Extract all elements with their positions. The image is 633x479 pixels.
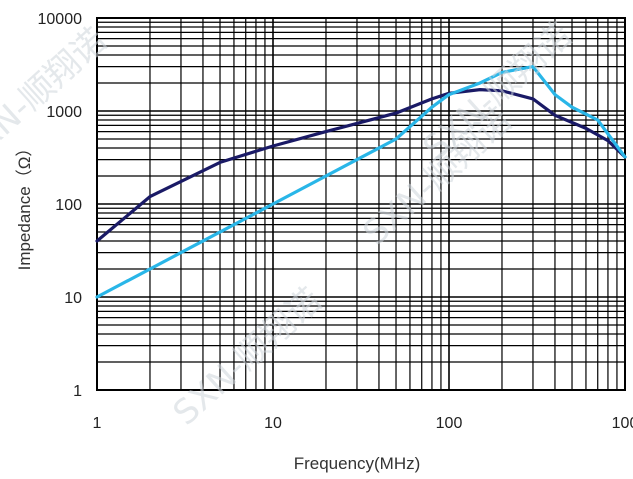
- x-tick-label: 100: [612, 415, 633, 432]
- x-tick-label: 1: [93, 415, 102, 432]
- watermark-text: SXN-顺翔诺: [166, 280, 330, 433]
- y-tick-label: 1000: [46, 104, 82, 121]
- plot-frame: [96, 17, 626, 391]
- x-tick-labels: 1 10 100 100: [93, 415, 633, 432]
- x-tick-label: 10: [264, 415, 282, 432]
- series-line-2: [95, 64, 627, 299]
- y-tick-label: 100: [55, 197, 82, 214]
- series-lines: [95, 64, 627, 299]
- plot-border: [96, 17, 626, 391]
- y-tick-labels: 1 10 100 1000 10000: [38, 11, 83, 400]
- y-axis-label: Impedance（Ω）: [15, 140, 34, 271]
- y-tick-label: 10: [64, 290, 82, 307]
- x-axis-label: Frequency(MHz): [294, 454, 421, 473]
- x-tick-label: 100: [436, 415, 463, 432]
- y-tick-label: 10000: [38, 11, 83, 28]
- y-tick-label: 1: [73, 383, 82, 400]
- chart-grid: [96, 18, 625, 391]
